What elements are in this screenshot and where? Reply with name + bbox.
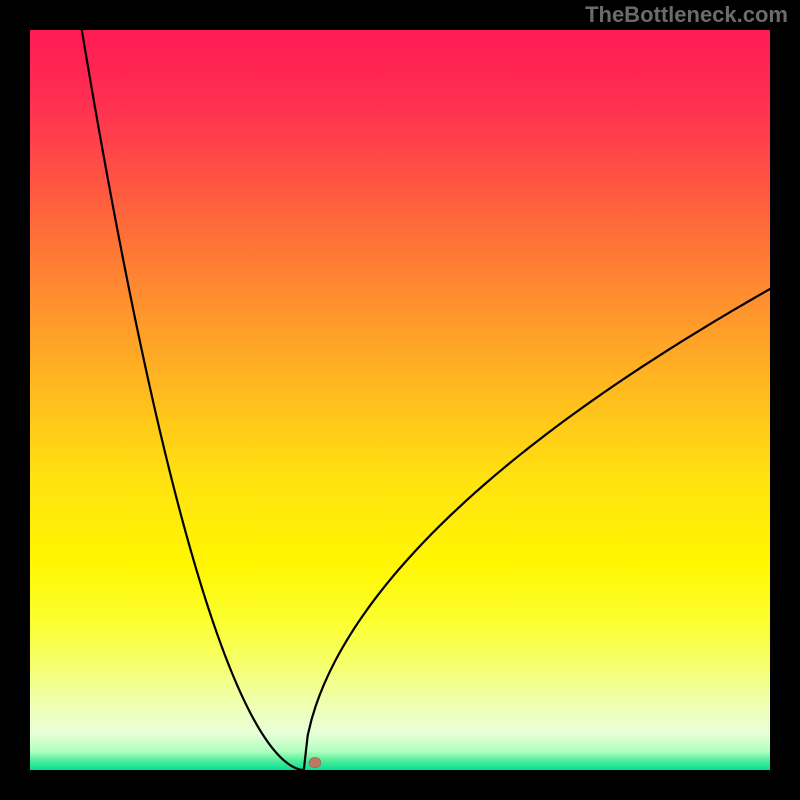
optimum-marker bbox=[309, 758, 321, 768]
watermark-text: TheBottleneck.com bbox=[585, 2, 788, 28]
bottleneck-chart bbox=[0, 0, 800, 800]
plot-background bbox=[30, 30, 770, 770]
